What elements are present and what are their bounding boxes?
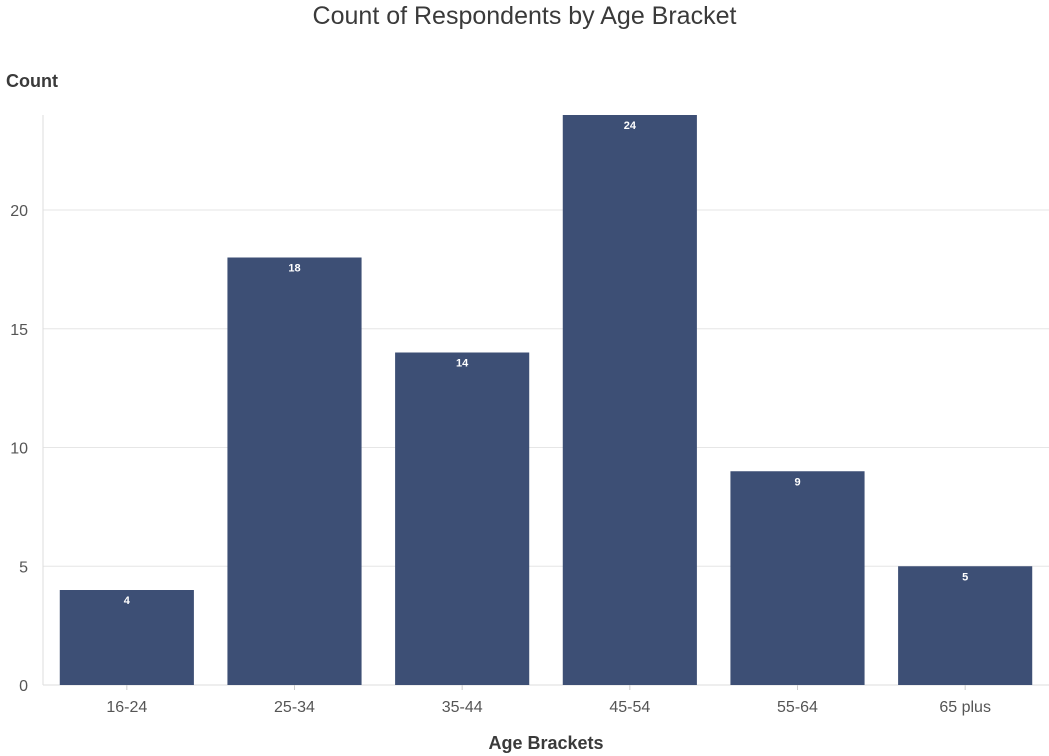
bar-55-64[interactable] [730,471,865,685]
axes [42,115,1049,690]
y-tick-label: 20 [10,203,28,220]
bar-value-label: 5 [962,571,968,583]
bar-25-34[interactable] [227,257,362,686]
gridlines [43,209,1049,567]
y-tick-label: 0 [19,678,28,695]
bar-value-label: 18 [288,263,300,275]
bar-65-plus[interactable] [898,566,1033,685]
chart-title: Count of Respondents by Age Bracket [312,2,737,30]
x-tick-label: 45-54 [609,699,650,716]
bar-16-24[interactable] [59,590,194,685]
tick-labels: 0 5 10 15 20 16-24 25-34 35-44 45-54 55-64 65 plus [10,203,991,716]
y-axis-label: Count [6,71,58,91]
y-tick-label: 15 [10,322,28,339]
bar-value-label: 14 [456,358,469,370]
bar-value-label: 4 [124,595,131,607]
bar-value-label: 9 [794,476,800,488]
x-tick-label: 35-44 [442,699,483,716]
x-axis-label: Age Brackets [488,733,604,753]
bars [59,115,1033,686]
bar-value-label: 24 [624,120,637,132]
x-tick-label: 55-64 [777,699,818,716]
y-tick-label: 5 [19,559,28,576]
bar-45-54[interactable] [562,115,697,685]
data-labels: 4 18 14 24 9 5 [124,120,968,607]
x-tick-label: 65 plus [939,699,991,716]
x-tick-label: 16-24 [106,699,147,716]
y-tick-label: 10 [10,441,28,458]
bar-35-44[interactable] [395,352,530,686]
x-tick-label: 25-34 [274,699,315,716]
